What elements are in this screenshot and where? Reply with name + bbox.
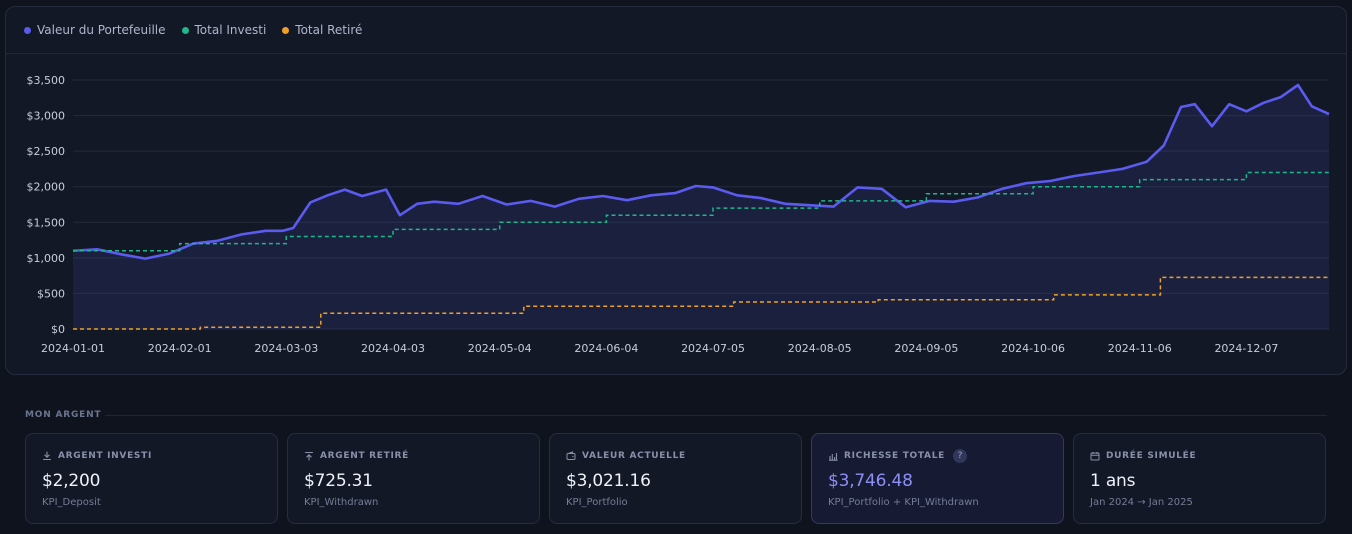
kpi-card-portfolio: VALEUR ACTUELLE $3,021.16 KPI_Portfolio [549, 433, 802, 524]
kpi-sub: KPI_Deposit [42, 497, 101, 508]
kpi-label: ARGENT RETIRÉ [320, 451, 409, 461]
x-tick-label: 2024-04-03 [361, 342, 425, 355]
y-tick-label: $1,500 [27, 216, 66, 229]
legend-label: Valeur du Portefeuille [37, 23, 166, 37]
chart-legend: Valeur du Portefeuille Total Investi Tot… [24, 23, 362, 37]
x-tick-label: 2024-01-01 [41, 342, 105, 355]
x-tick-label: 2024-10-06 [1001, 342, 1065, 355]
kpi-label: ARGENT INVESTI [58, 451, 152, 461]
x-tick-label: 2024-11-06 [1108, 342, 1172, 355]
kpi-sub: KPI_Portfolio [566, 497, 628, 508]
help-icon[interactable]: ? [952, 449, 967, 463]
legend-item-withdrawn[interactable]: Total Retiré [282, 23, 362, 37]
section-divider [105, 415, 1327, 416]
x-tick-label: 2024-03-03 [254, 342, 318, 355]
kpi-value: $3,021.16 [566, 471, 651, 491]
kpi-row: ARGENT INVESTI $2,200 KPI_Deposit ARGENT… [25, 433, 1326, 524]
kpi-label: DURÉE SIMULÉE [1106, 451, 1197, 461]
legend-item-portfolio[interactable]: Valeur du Portefeuille [24, 23, 166, 37]
kpi-label: RICHESSE TOTALE [844, 451, 945, 461]
download-icon [42, 451, 52, 461]
upload-icon [304, 451, 314, 461]
kpi-value: 1 ans [1090, 471, 1136, 491]
x-tick-label: 2024-05-04 [468, 342, 532, 355]
withdrawn-step-line [73, 276, 1329, 330]
y-tick-label: $1,000 [27, 252, 66, 265]
legend-dot-icon [282, 26, 290, 34]
calendar-icon [1090, 451, 1100, 461]
invested-step-line [72, 171, 1329, 252]
legend-label: Total Investi [194, 23, 267, 37]
y-tick-label: $2,500 [27, 145, 66, 158]
kpi-sub: Jan 2024 → Jan 2025 [1090, 497, 1193, 508]
kpi-label: VALEUR ACTUELLE [582, 451, 686, 461]
kpi-card-duration: DURÉE SIMULÉE 1 ans Jan 2024 → Jan 2025 [1073, 433, 1326, 524]
y-tick-label: $0 [51, 323, 65, 336]
legend-divider [6, 53, 1346, 54]
x-tick-label: 2024-08-05 [788, 342, 852, 355]
portfolio-line [72, 83, 1330, 260]
section-title: MON ARGENT [25, 410, 102, 420]
x-tick-label: 2024-09-05 [894, 342, 958, 355]
kpi-value: $725.31 [304, 471, 373, 491]
legend-dot-icon [181, 26, 189, 34]
x-tick-label: 2024-12-07 [1214, 342, 1278, 355]
wallet-icon [566, 451, 576, 461]
legend-label: Total Retiré [295, 23, 363, 37]
kpi-value: $3,746.48 [828, 471, 913, 491]
legend-item-invested[interactable]: Total Investi [181, 23, 267, 37]
kpi-value: $2,200 [42, 471, 101, 491]
chart-card: Valeur du Portefeuille Total Investi Tot… [5, 6, 1347, 375]
y-tick-label: $2,000 [27, 181, 66, 194]
portfolio-area [73, 85, 1329, 329]
portfolio-chart[interactable]: $3,500 $3,000 $2,500 $2,000 $1,500 $1,000 $500… [6, 7, 1348, 376]
kpi-card-withdrawn: ARGENT RETIRÉ $725.31 KPI_Withdrawn [287, 433, 540, 524]
x-tick-label: 2024-02-01 [148, 342, 212, 355]
x-tick-label: 2024-06-04 [574, 342, 638, 355]
kpi-card-total-wealth: RICHESSE TOTALE ? $3,746.48 KPI_Portfoli… [811, 433, 1064, 524]
y-tick-label: $3,000 [27, 110, 66, 123]
x-tick-label: 2024-07-05 [681, 342, 745, 355]
kpi-card-deposit: ARGENT INVESTI $2,200 KPI_Deposit [25, 433, 278, 524]
bar-chart-icon [828, 451, 838, 461]
kpi-sub: KPI_Withdrawn [304, 497, 379, 508]
kpi-sub: KPI_Portfolio + KPI_Withdrawn [828, 497, 979, 508]
y-tick-label: $3,500 [27, 74, 66, 87]
legend-dot-icon [24, 26, 31, 34]
y-tick-label: $500 [37, 287, 65, 300]
